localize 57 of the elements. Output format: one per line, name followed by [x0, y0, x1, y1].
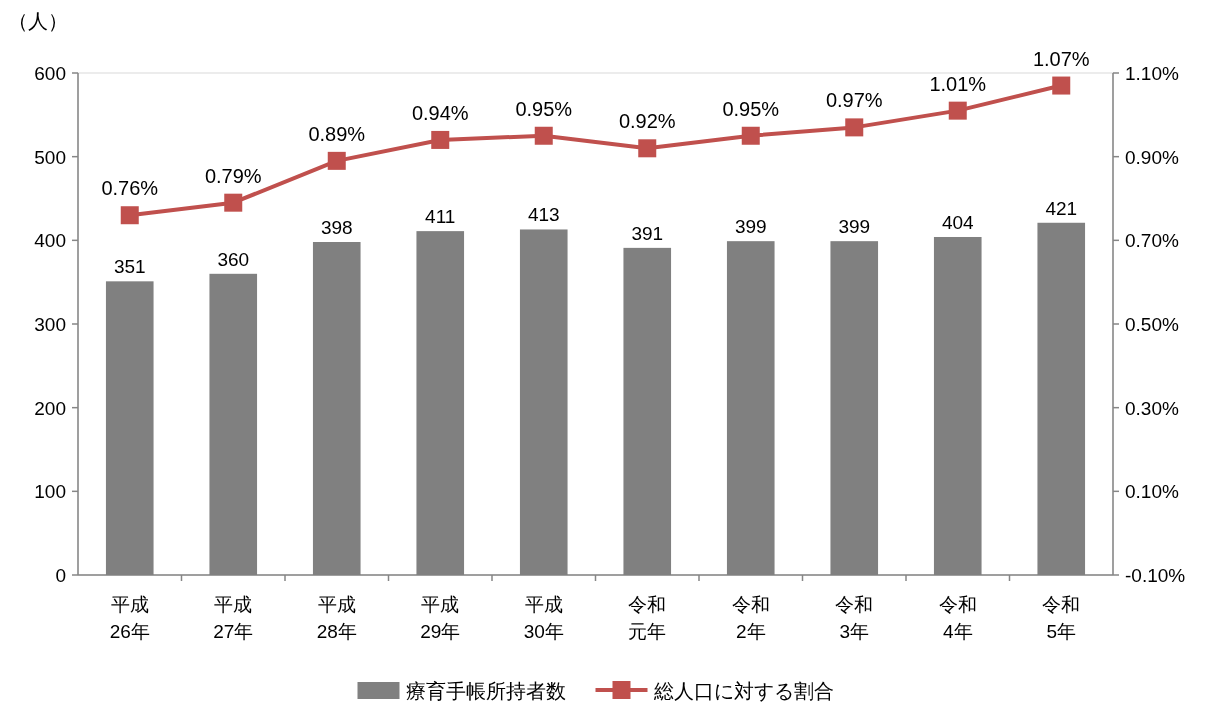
y-tick-label: 200 — [34, 397, 66, 419]
x-tick-label: 平成29年 — [420, 594, 461, 642]
y2-tick-label: 0.70% — [1125, 230, 1179, 252]
data-label: 398 — [320, 217, 353, 239]
y2-tick-label: 0.90% — [1125, 146, 1179, 168]
data-label: 1.01% — [929, 72, 987, 95]
legend-label: 総人口に対する割合 — [652, 680, 834, 702]
x-tick-label: 令和3年 — [835, 594, 874, 642]
data-label: 0.95% — [515, 97, 573, 120]
data-label: 421 — [1045, 197, 1078, 219]
data-label: 391 — [631, 222, 664, 244]
data-label: 0.76% — [101, 177, 159, 200]
point — [431, 130, 450, 149]
x-tick-label: 平成28年 — [316, 594, 357, 642]
x-tick-label: 平成26年 — [109, 594, 150, 642]
data-label: 399 — [734, 216, 767, 238]
point — [1052, 76, 1071, 95]
y-tick-label: 500 — [34, 146, 66, 168]
point — [845, 118, 864, 137]
data-label: 360 — [217, 248, 250, 270]
data-label: 0.89% — [308, 122, 366, 145]
y-axis-title: （人） — [8, 10, 68, 32]
y2-tick-label: 0.50% — [1125, 314, 1179, 335]
point — [534, 126, 553, 145]
x-tick-label: 令和元年 — [628, 594, 667, 642]
y-tick-label: 300 — [34, 314, 66, 335]
y-tick-label: 0 — [55, 565, 66, 586]
data-label: 0.97% — [825, 89, 883, 112]
data-label: 411 — [425, 206, 456, 228]
y-tick-label: 400 — [34, 230, 66, 252]
legend-label: 療育手帳所持者数 — [405, 680, 566, 702]
data-label: 1.07% — [1032, 47, 1090, 70]
x-tick-label: 平成30年 — [523, 594, 564, 642]
y-tick-label: 100 — [34, 481, 66, 503]
data-label: 0.92% — [618, 110, 676, 133]
data-label: 351 — [113, 256, 146, 278]
y2-tick-label: -0.10% — [1125, 565, 1186, 586]
data-label: 0.95% — [722, 97, 780, 120]
point — [327, 151, 346, 170]
x-tick-label: 令和2年 — [731, 594, 770, 642]
point — [741, 126, 760, 145]
data-label: 0.94% — [411, 101, 469, 124]
x-tick-label: 令和5年 — [1042, 594, 1081, 642]
data-label: 0.79% — [204, 164, 262, 187]
data-label: 399 — [838, 216, 871, 238]
data-label: 413 — [527, 204, 560, 226]
y-tick-label: 600 — [34, 63, 66, 84]
data-label: 404 — [941, 211, 975, 233]
point — [638, 139, 657, 158]
x-tick-label: 令和4年 — [938, 594, 977, 642]
point — [120, 206, 139, 225]
y2-tick-label: 0.10% — [1125, 481, 1179, 503]
point — [948, 101, 967, 120]
y2-tick-label: 1.10% — [1125, 63, 1179, 84]
point — [224, 193, 243, 212]
x-tick-label: 平成27年 — [213, 594, 254, 642]
y2-tick-label: 0.30% — [1125, 397, 1179, 419]
